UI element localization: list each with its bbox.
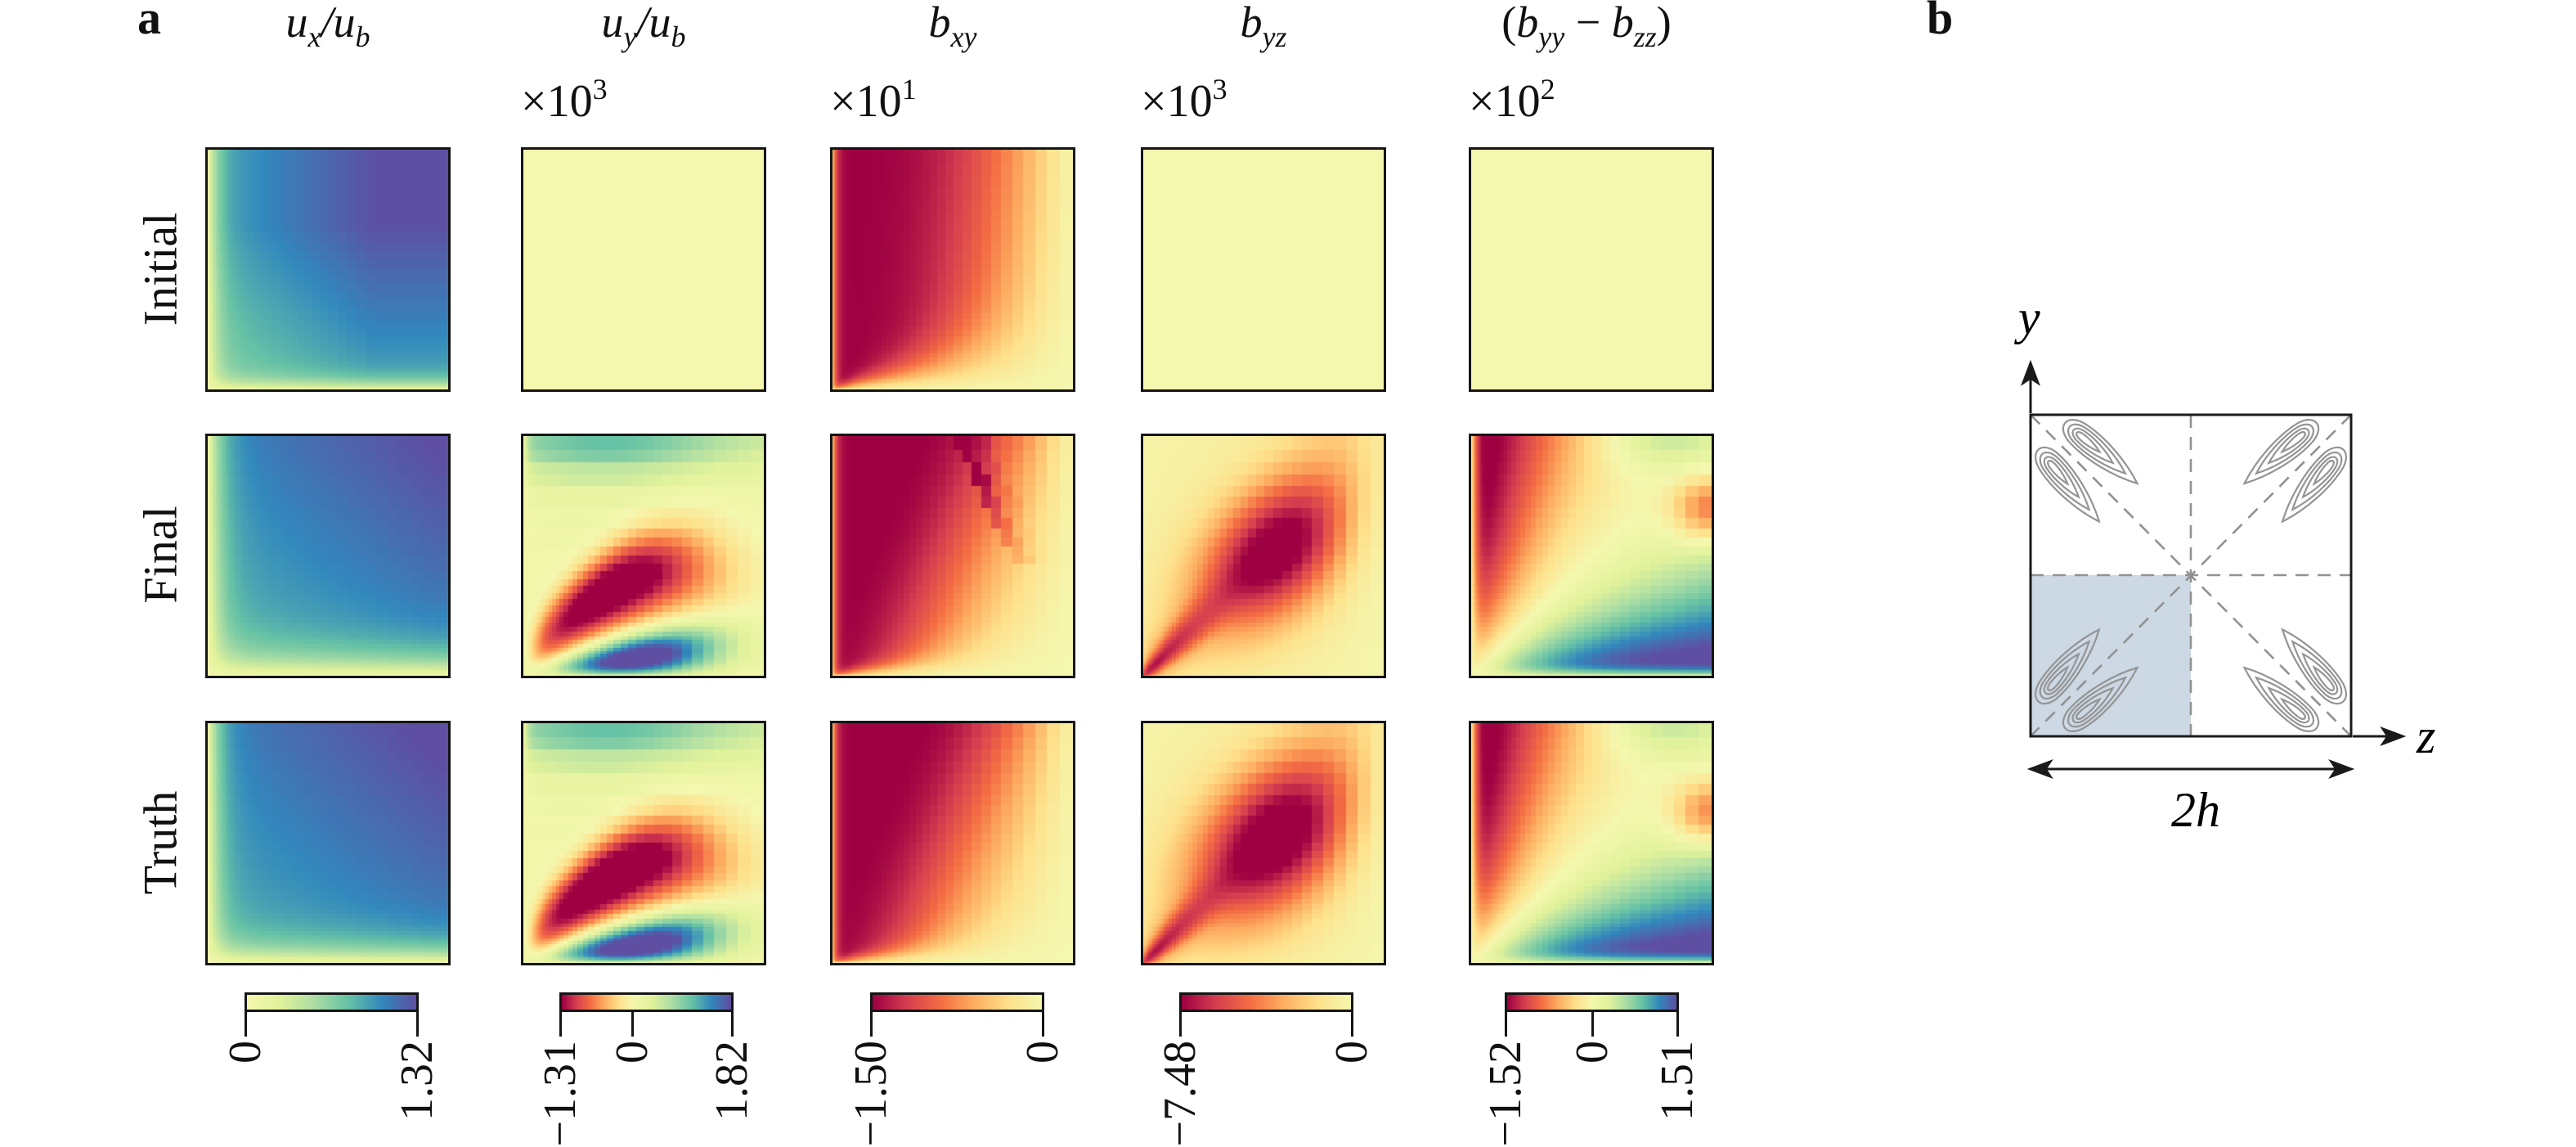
- svg-text:y: y: [2013, 290, 2040, 344]
- svg-text:z: z: [2416, 709, 2435, 763]
- svg-text:2h: 2h: [2171, 783, 2220, 837]
